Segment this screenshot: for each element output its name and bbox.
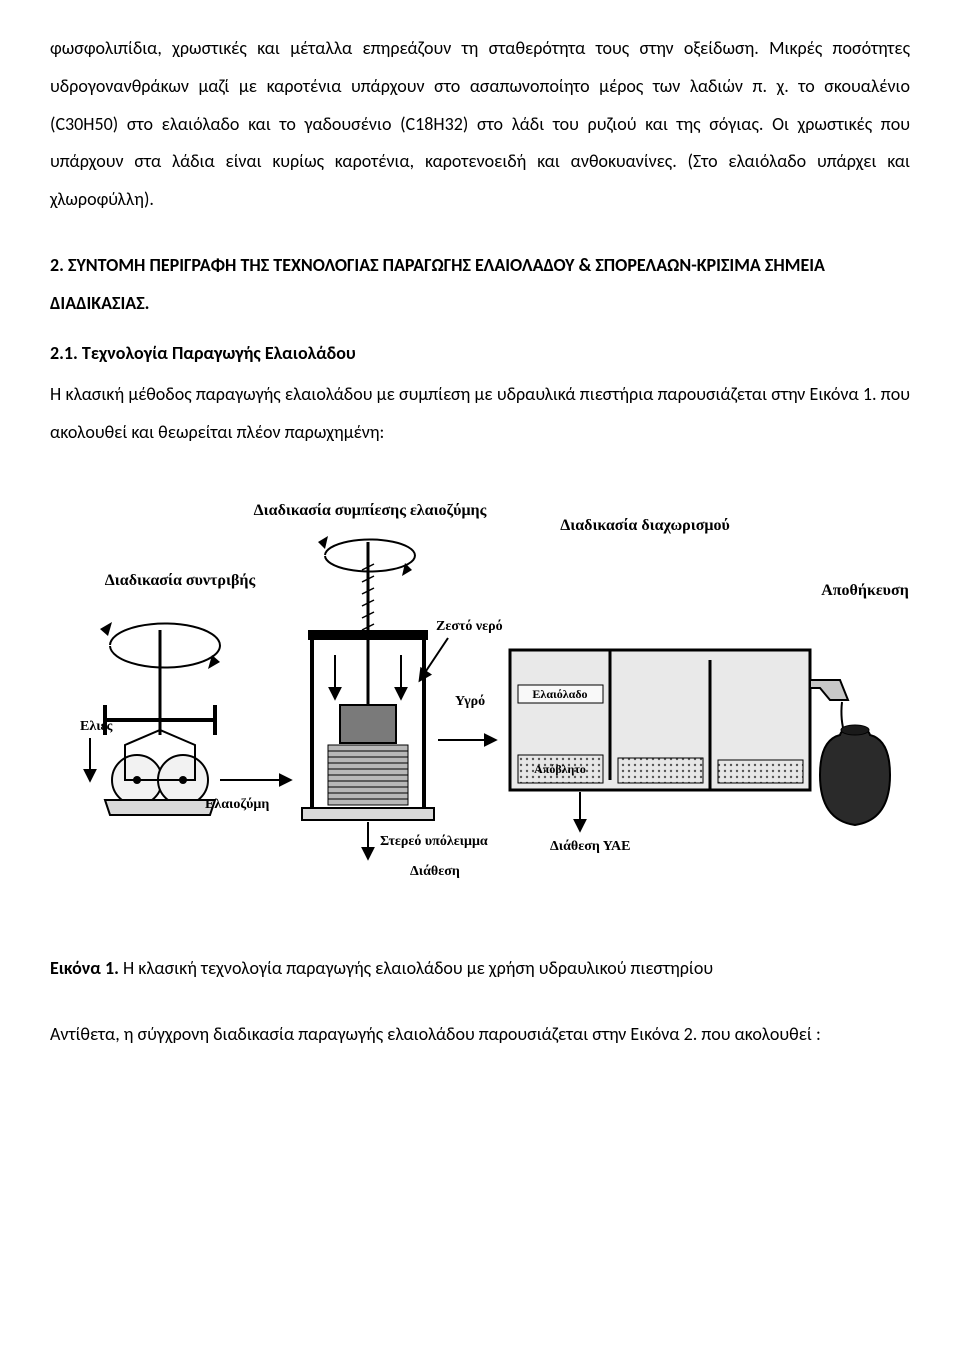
label-solid-residue: Στερεό υπόλειμμα: [380, 834, 488, 849]
storage-vessel: [820, 725, 890, 825]
figure-1-svg: Διαδικασία συντριβής Διαδικασία συμπίεση…: [50, 480, 910, 910]
subsection-2-1-heading: 2.1. Τεχνολογία Παραγωγής Ελαιολάδου: [50, 335, 910, 373]
caption-text: Η κλασική τεχνολογία παραγωγής ελαιολάδο…: [119, 957, 713, 979]
press-mats: [328, 745, 408, 805]
crusher-tray: [105, 800, 215, 815]
press-top-bar: [308, 630, 428, 640]
label-olive-oil: Ελαιόλαδο: [532, 687, 587, 701]
label-waste-disposal: Διάθεση ΥΑΕ: [550, 839, 630, 854]
label-liquid: Υγρό: [455, 694, 485, 709]
press-piston: [340, 705, 396, 743]
body-2-1: Η κλασική μέθοδος παραγωγής ελαιολάδου μ…: [50, 376, 910, 452]
label-storage: Αποθήκευση: [821, 582, 909, 599]
caption-prefix: Εικόνα 1.: [50, 957, 119, 979]
label-waste: Απόβλητο: [534, 762, 586, 776]
section-2-heading: 2. ΣΥΝΤΟΜΗ ΠΕΡΙΓΡΑΦΗ ΤΗΣ ΤΕΧΝΟΛΟΓΙΑΣ ΠΑΡ…: [50, 247, 910, 323]
press-rotation-icon: [318, 536, 415, 576]
label-separation: Διαδικασία διαχωρισμού: [560, 517, 730, 534]
figure-1: Διαδικασία συντριβής Διαδικασία συμπίεση…: [50, 480, 910, 910]
intro-paragraph: φωσφολιπίδια, χρωστικές και μέταλλα επηρ…: [50, 30, 910, 219]
label-olive-paste: Ελαιοζύμη: [205, 797, 269, 812]
label-olives: Ελιές: [80, 719, 114, 734]
press-base: [302, 808, 434, 820]
label-hot-water: Ζεστό νερό: [436, 619, 503, 634]
figure-1-caption: Εικόνα 1. Η κλασική τεχνολογία παραγωγής…: [50, 950, 910, 988]
tank-outlet: [810, 680, 848, 700]
label-disposal-1: Διάθεση: [410, 864, 460, 879]
trailing-paragraph: Αντίθετα, η σύγχρονη διαδικασία παραγωγή…: [50, 1016, 910, 1054]
label-crushing: Διαδικασία συντριβής: [105, 572, 256, 589]
tank3-waste: [718, 760, 803, 783]
label-pressing-line1: Διαδικασία συμπίεσης ελαιοζύμης: [254, 502, 487, 519]
tank2-waste: [618, 758, 703, 783]
